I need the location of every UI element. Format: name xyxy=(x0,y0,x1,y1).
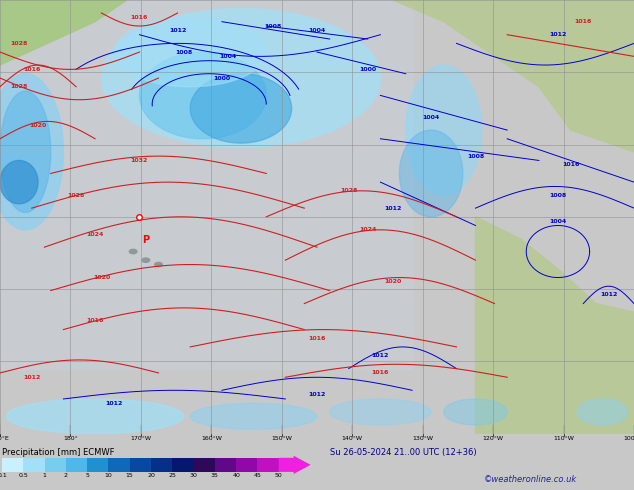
Text: P: P xyxy=(142,235,150,245)
Text: 1028: 1028 xyxy=(10,84,28,89)
Text: 1012: 1012 xyxy=(384,206,402,211)
Text: 1012: 1012 xyxy=(308,392,326,397)
Bar xyxy=(2,458,23,472)
Text: 1004: 1004 xyxy=(422,115,440,120)
Text: 1016: 1016 xyxy=(23,67,41,72)
Text: 1032: 1032 xyxy=(131,158,148,163)
Bar xyxy=(151,458,172,472)
Polygon shape xyxy=(0,160,38,204)
Polygon shape xyxy=(399,130,463,217)
Bar xyxy=(257,458,279,472)
Polygon shape xyxy=(0,74,63,230)
Bar xyxy=(193,458,215,472)
Bar xyxy=(23,458,44,472)
Polygon shape xyxy=(393,0,634,152)
Polygon shape xyxy=(577,399,628,425)
Polygon shape xyxy=(6,399,184,434)
Text: 1000: 1000 xyxy=(359,67,377,72)
Text: 1016: 1016 xyxy=(131,15,148,20)
Text: 180°: 180° xyxy=(63,436,78,441)
Text: 1028: 1028 xyxy=(10,41,28,46)
Text: 0.1: 0.1 xyxy=(0,473,7,478)
Bar xyxy=(130,458,151,472)
Text: 30: 30 xyxy=(190,473,198,478)
Text: 20: 20 xyxy=(147,473,155,478)
Text: 1008: 1008 xyxy=(264,24,281,28)
Polygon shape xyxy=(0,0,412,368)
Polygon shape xyxy=(101,9,380,147)
Bar xyxy=(215,458,236,472)
Text: 1012: 1012 xyxy=(23,375,41,380)
Text: 1012: 1012 xyxy=(600,293,618,297)
Text: 160°W: 160°W xyxy=(201,436,222,441)
Text: 1004: 1004 xyxy=(219,54,237,59)
Polygon shape xyxy=(114,17,266,87)
Text: 150°W: 150°W xyxy=(271,436,292,441)
Ellipse shape xyxy=(155,262,162,267)
Polygon shape xyxy=(139,52,266,139)
Polygon shape xyxy=(190,74,292,143)
Text: 10: 10 xyxy=(105,473,112,478)
Text: 1004: 1004 xyxy=(308,28,326,33)
Text: 1016: 1016 xyxy=(574,19,592,24)
Polygon shape xyxy=(0,91,51,213)
Text: 0.5: 0.5 xyxy=(18,473,28,478)
Ellipse shape xyxy=(0,13,32,56)
Bar xyxy=(172,458,193,472)
Polygon shape xyxy=(330,399,431,425)
Bar xyxy=(66,458,87,472)
Text: 1016: 1016 xyxy=(562,162,579,167)
Text: 110°W: 110°W xyxy=(553,436,574,441)
Text: 1004: 1004 xyxy=(549,219,567,223)
Text: 1020: 1020 xyxy=(93,275,110,280)
Bar xyxy=(108,458,130,472)
Polygon shape xyxy=(190,403,317,429)
Bar xyxy=(44,458,66,472)
Text: 120°W: 120°W xyxy=(482,436,503,441)
Text: 15: 15 xyxy=(126,473,134,478)
Text: 1: 1 xyxy=(42,473,46,478)
Text: 1024: 1024 xyxy=(86,232,104,237)
Text: 1012: 1012 xyxy=(549,32,567,37)
Text: 1012: 1012 xyxy=(105,401,123,406)
Text: Su 26-05-2024 21..00 UTC (12+36): Su 26-05-2024 21..00 UTC (12+36) xyxy=(330,448,477,457)
Polygon shape xyxy=(444,399,507,425)
Ellipse shape xyxy=(142,258,150,262)
Text: 1020: 1020 xyxy=(384,279,402,284)
Text: 1020: 1020 xyxy=(29,123,47,128)
Text: 40: 40 xyxy=(232,473,240,478)
Text: 35: 35 xyxy=(211,473,219,478)
Text: 1028: 1028 xyxy=(340,188,358,194)
Text: 50: 50 xyxy=(275,473,283,478)
Text: 140°W: 140°W xyxy=(342,436,363,441)
Text: 25: 25 xyxy=(169,473,176,478)
Text: 1016: 1016 xyxy=(86,318,104,323)
Text: 1016: 1016 xyxy=(372,370,389,375)
Text: 1012: 1012 xyxy=(169,28,186,33)
Text: 100°W: 100°W xyxy=(624,436,634,441)
Text: 1024: 1024 xyxy=(359,227,377,232)
Polygon shape xyxy=(476,217,634,434)
Text: 170°E: 170°E xyxy=(0,436,10,441)
Ellipse shape xyxy=(129,249,137,254)
Text: 1008: 1008 xyxy=(175,49,193,54)
Text: 2: 2 xyxy=(64,473,68,478)
Polygon shape xyxy=(406,65,482,195)
Text: 1008: 1008 xyxy=(549,193,567,197)
Text: 1008: 1008 xyxy=(467,153,484,159)
Polygon shape xyxy=(0,0,127,65)
Bar xyxy=(87,458,108,472)
Text: 130°W: 130°W xyxy=(412,436,433,441)
Text: 1000: 1000 xyxy=(213,75,231,80)
Text: 170°W: 170°W xyxy=(131,436,152,441)
Text: 45: 45 xyxy=(254,473,261,478)
Text: ©weatheronline.co.uk: ©weatheronline.co.uk xyxy=(483,475,577,485)
Bar xyxy=(236,458,257,472)
FancyArrow shape xyxy=(279,456,311,474)
Text: 1028: 1028 xyxy=(67,193,85,197)
Text: 1016: 1016 xyxy=(308,336,326,341)
Text: Precipitation [mm] ECMWF: Precipitation [mm] ECMWF xyxy=(2,448,115,457)
Text: 1012: 1012 xyxy=(372,353,389,358)
Text: 5: 5 xyxy=(85,473,89,478)
